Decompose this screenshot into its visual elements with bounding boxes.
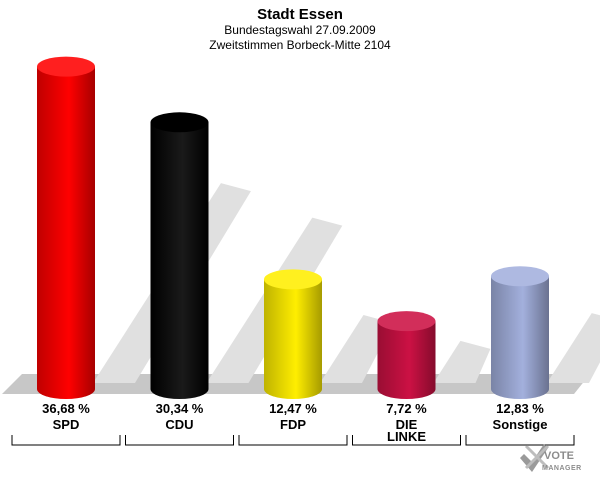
- bar: [491, 266, 549, 399]
- bar-body: [150, 122, 209, 399]
- bar-body: [491, 276, 549, 399]
- value-label: 36,68 %: [42, 401, 90, 416]
- bar: [150, 112, 209, 399]
- category-label: SPD: [53, 417, 80, 432]
- bar-body: [37, 66, 95, 399]
- chart-title: Stadt Essen: [257, 6, 343, 23]
- category-label: DIE: [396, 417, 418, 432]
- bar-shadow: [547, 313, 600, 383]
- bar-top: [150, 112, 209, 133]
- bar-body: [377, 321, 436, 399]
- bar: [377, 311, 436, 399]
- category-label: FDP: [280, 417, 306, 432]
- category-label: LINKE: [387, 429, 426, 444]
- logo-word-vote: VOTE: [544, 450, 574, 462]
- checkmark-x-icon: [520, 444, 550, 472]
- category-bracket: [238, 435, 348, 446]
- bar-shadow: [433, 340, 491, 383]
- bar: [264, 269, 322, 399]
- value-label: 12,47 %: [269, 401, 317, 416]
- bar-body: [264, 279, 322, 399]
- logo-word-manager: MANAGER: [542, 465, 582, 472]
- category-label: CDU: [165, 417, 193, 432]
- bar-top: [377, 311, 436, 332]
- chart-subtitle-election: Bundestagswahl 27.09.2009: [224, 23, 376, 37]
- category-bracket: [352, 435, 461, 446]
- value-label: 30,34 %: [156, 401, 204, 416]
- bar: [37, 56, 95, 399]
- category-label: Sonstige: [493, 417, 548, 432]
- bar-top: [264, 269, 322, 290]
- vote-manager-logo: VOTE MANAGER: [520, 444, 582, 472]
- bar-top: [37, 56, 95, 77]
- category-bracket: [125, 435, 234, 446]
- value-label: 12,83 %: [496, 401, 544, 416]
- labels: 36,68 %SPD 30,34 %CDU 12,47 %FDP 7,72 %DIEL…: [11, 401, 575, 446]
- value-label: 7,72 %: [386, 401, 427, 416]
- bar-shadow: [320, 315, 394, 383]
- bars: [37, 56, 549, 399]
- bar-top: [491, 266, 549, 287]
- category-bracket: [465, 435, 575, 446]
- chart-subtitle-district: Zweitstimmen Borbeck-Mitte 2104: [209, 38, 391, 52]
- category-bracket: [11, 435, 121, 446]
